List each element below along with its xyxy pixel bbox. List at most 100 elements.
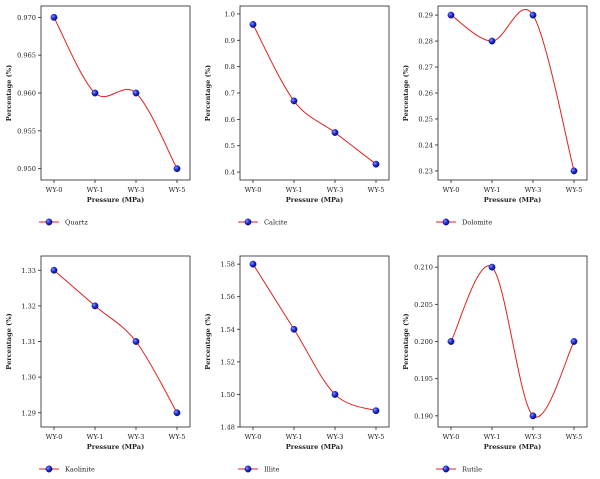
x-tick-label: WY-5 [368, 433, 385, 441]
y-tick-label: 1.33 [21, 267, 36, 275]
legend-label: Kaolinite [65, 466, 95, 474]
x-axis-label: Pressure (MPa) [484, 443, 541, 451]
x-axis-label: Pressure (MPa) [286, 443, 343, 451]
x-axis-label: Pressure (MPa) [87, 196, 144, 204]
y-tick-label: 0.27 [418, 64, 433, 72]
data-point [173, 409, 181, 417]
data-point [488, 37, 496, 45]
series-curve [450, 8, 575, 172]
data-point [372, 160, 380, 168]
x-tick-label: WY-0 [245, 186, 262, 194]
y-tick-label: 1.52 [220, 358, 235, 366]
y-tick-label: 0.6 [225, 116, 236, 124]
y-tick-label: 1.58 [220, 261, 235, 269]
chart-panel-quartz: 0.950 0.955 0.960 0.965 0.970 WY-0 WY-1 WY-3 WY-… [5, 5, 191, 227]
x-tick-label: WY-1 [87, 186, 104, 194]
plot-frame [40, 255, 191, 428]
y-tick-label: 0.960 [17, 90, 36, 98]
chart-panel-rutile: 0.190 0.195 0.200 0.205 0.210 WY-0 WY-1 WY-3 WY-… [402, 255, 588, 474]
legend-marker [244, 465, 252, 473]
series-curve [53, 269, 178, 413]
y-tick-label: 0.965 [17, 52, 36, 60]
y-tick-label: 0.26 [418, 90, 433, 98]
legend-marker [45, 218, 53, 226]
x-axis-label: Pressure (MPa) [286, 196, 343, 204]
x-tick-label: WY-5 [566, 186, 583, 194]
y-axis-label: Percentage (%) [204, 65, 212, 121]
legend-marker [45, 465, 53, 473]
y-tick-label: 1.30 [21, 374, 36, 382]
data-point [290, 325, 298, 333]
series-curve [252, 263, 377, 412]
x-tick-label: WY-5 [169, 433, 186, 441]
x-tick-label: WY-5 [169, 186, 186, 194]
y-tick-label: 0.28 [418, 38, 433, 46]
y-tick-label: 0.8 [225, 63, 236, 71]
series-curve [53, 17, 178, 169]
legend-label: Calcite [264, 219, 288, 227]
data-point [50, 266, 58, 274]
y-axis-label: Percentage (%) [402, 313, 410, 369]
y-tick-label: 0.24 [418, 141, 433, 149]
legend-label: Illite [264, 466, 280, 474]
legend-marker [442, 465, 450, 473]
y-tick-label: 0.205 [414, 301, 433, 309]
plot-frame [437, 5, 588, 181]
x-tick-label: WY-0 [46, 433, 63, 441]
y-axis-label: Percentage (%) [402, 65, 410, 121]
data-point [529, 412, 537, 420]
y-tick-label: 0.5 [225, 142, 236, 150]
x-tick-label: WY-0 [443, 433, 460, 441]
y-tick-label: 1.48 [220, 424, 235, 432]
data-point [290, 97, 298, 105]
x-tick-label: WY-0 [46, 186, 63, 194]
legend-label: Rutile [462, 466, 482, 474]
data-point [331, 129, 339, 136]
x-tick-label: WY-5 [566, 433, 583, 441]
x-tick-label: WY-3 [525, 433, 542, 441]
x-tick-label: WY-1 [286, 433, 303, 441]
chart-panel-kaolinite: 1.29 1.30 1.31 1.32 1.33 WY-0 WY-1 WY-3 WY-5 Pres… [5, 255, 191, 474]
data-point [570, 167, 578, 175]
x-tick-label: WY-3 [128, 433, 145, 441]
y-tick-label: 0.9 [225, 37, 236, 45]
x-tick-label: WY-0 [443, 186, 460, 194]
x-tick-label: WY-1 [484, 186, 501, 194]
x-tick-label: WY-5 [368, 186, 385, 194]
data-point [447, 338, 455, 345]
data-point [447, 11, 455, 19]
y-tick-label: 0.190 [414, 412, 433, 420]
y-tick-label: 0.25 [418, 115, 433, 123]
plot-frame [239, 5, 390, 181]
y-tick-label: 0.210 [414, 264, 433, 272]
x-tick-label: WY-1 [87, 433, 104, 441]
y-tick-label: 1.56 [220, 293, 235, 301]
y-axis-label: Percentage (%) [5, 65, 13, 121]
x-tick-label: WY-1 [286, 186, 303, 194]
y-tick-label: 0.4 [225, 169, 236, 177]
chart-panel-illite: 1.48 1.50 1.52 1.54 1.56 1.58 WY-0 WY-1 WY-3 WY-5… [204, 255, 390, 474]
data-point [331, 391, 339, 398]
series-curve [252, 24, 377, 165]
data-point [132, 338, 140, 345]
data-point [91, 89, 99, 97]
y-tick-label: 0.29 [418, 12, 433, 20]
legend-label: Quartz [65, 219, 88, 227]
y-tick-label: 0.950 [17, 165, 36, 173]
data-point [132, 89, 140, 97]
y-tick-label: 0.955 [17, 127, 36, 135]
data-point [372, 407, 380, 415]
y-tick-label: 1.54 [220, 326, 235, 334]
y-tick-label: 0.970 [17, 14, 36, 22]
series-curve [450, 265, 575, 418]
y-axis-label: Percentage (%) [5, 313, 13, 369]
chart-panel-dolomite: 0.23 0.24 0.25 0.26 0.27 0.28 0.29 WY-0 WY-1 WY-3… [402, 5, 588, 227]
x-tick-label: WY-0 [245, 433, 262, 441]
legend-marker [442, 218, 450, 226]
data-point [529, 11, 537, 19]
y-tick-label: 0.23 [418, 167, 433, 175]
y-tick-label: 1.0 [225, 10, 236, 18]
x-tick-label: WY-1 [484, 433, 501, 441]
data-point [173, 165, 181, 173]
